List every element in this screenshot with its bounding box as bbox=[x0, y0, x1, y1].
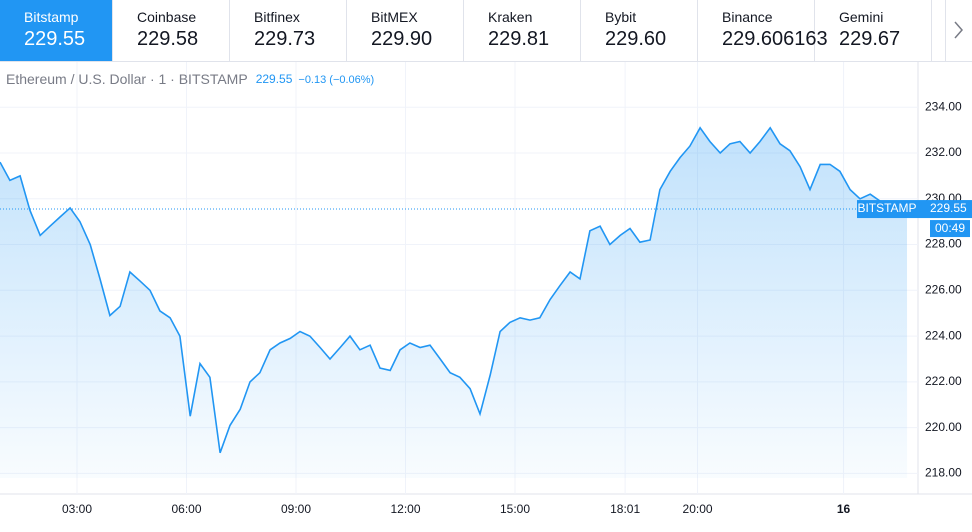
countdown: 00:49 bbox=[935, 221, 965, 235]
tab-name: Coinbase bbox=[137, 9, 197, 25]
exchange-tab[interactable]: Gemini 229.67 bbox=[815, 0, 932, 61]
price-line bbox=[0, 126, 908, 454]
legend: Ethereum / U.S. Dollar · 1 · BITSTAMP 229… bbox=[6, 71, 374, 87]
exchange-tabs: Bitstamp 229.55 Coinbase 229.58 Bitfinex 229.… bbox=[0, 0, 972, 62]
y-tick-label: 234.00 bbox=[925, 99, 962, 113]
x-tick-label: 15:00 bbox=[500, 502, 530, 516]
tab-name: Kraken bbox=[488, 9, 533, 25]
tab-name: BitMEX bbox=[371, 9, 418, 25]
x-tick-label: 20:00 bbox=[683, 502, 713, 516]
tab-price: 229.90 bbox=[371, 28, 433, 50]
countdown-box bbox=[930, 220, 970, 238]
last-label-box bbox=[857, 200, 918, 219]
last-label: BITSTAMP bbox=[857, 201, 916, 215]
tab-name: Bybit bbox=[605, 9, 637, 25]
tab-price: 229.60 bbox=[605, 28, 667, 50]
x-tick-label: 06:00 bbox=[172, 502, 202, 516]
legend-price: 229.55 bbox=[256, 72, 293, 86]
exchange-tab[interactable]: BitMEX 229.90 bbox=[347, 0, 464, 61]
exchange-tab[interactable]: Bitstamp 229.55 bbox=[0, 0, 113, 61]
y-tick-label: 228.00 bbox=[925, 237, 962, 251]
tab-price: 229.81 bbox=[488, 28, 550, 50]
exchange-tab[interactable]: Coinbase 229.58 bbox=[113, 0, 230, 61]
x-tick-label: 16 bbox=[837, 502, 851, 516]
x-tick-label: 12:00 bbox=[391, 502, 421, 516]
tab-price: 229.67 bbox=[839, 28, 901, 50]
price-tag-box bbox=[918, 200, 972, 219]
legend-change: −0.13 (−0.06%) bbox=[298, 74, 374, 86]
legend-title: Ethereum / U.S. Dollar · 1 · BITSTAMP bbox=[6, 71, 248, 87]
exchange-tab[interactable]: Kraken 229.81 bbox=[464, 0, 581, 61]
exchange-tab[interactable]: Bybit 229.60 bbox=[581, 0, 698, 61]
x-tick-label: 18:01 bbox=[610, 502, 640, 516]
tab-price: 229.73 bbox=[254, 28, 316, 50]
y-tick-label: 224.00 bbox=[925, 328, 962, 342]
x-tick-label: 09:00 bbox=[281, 502, 311, 516]
tab-name: Gemini bbox=[839, 9, 884, 25]
x-tick-label: 03:00 bbox=[62, 502, 92, 516]
y-tick-label: 218.00 bbox=[925, 466, 962, 480]
y-tick-label: 220.00 bbox=[925, 420, 962, 434]
exchange-tab[interactable]: Binance 229.606163 bbox=[698, 0, 828, 61]
tab-price: 229.58 bbox=[137, 28, 199, 50]
area-fill bbox=[0, 127, 908, 479]
price-tag: 229.55 bbox=[930, 201, 967, 215]
y-tick-label: 222.00 bbox=[925, 374, 962, 388]
y-tick-label: 226.00 bbox=[925, 282, 962, 296]
tab-price: 229.606163 bbox=[722, 28, 828, 50]
scroll-right-button[interactable] bbox=[945, 0, 972, 61]
tab-name: Binance bbox=[722, 9, 773, 25]
exchange-tab[interactable]: Bitfinex 229.73 bbox=[230, 0, 347, 61]
tab-name: Bitfinex bbox=[254, 9, 300, 25]
tab-price: 229.55 bbox=[24, 28, 86, 50]
y-tick-label: 232.00 bbox=[925, 145, 962, 159]
tab-name: Bitstamp bbox=[24, 9, 79, 25]
chart: 218.00220.00222.00224.00226.00228.00230.… bbox=[0, 62, 972, 516]
arrow-icon bbox=[954, 21, 963, 39]
